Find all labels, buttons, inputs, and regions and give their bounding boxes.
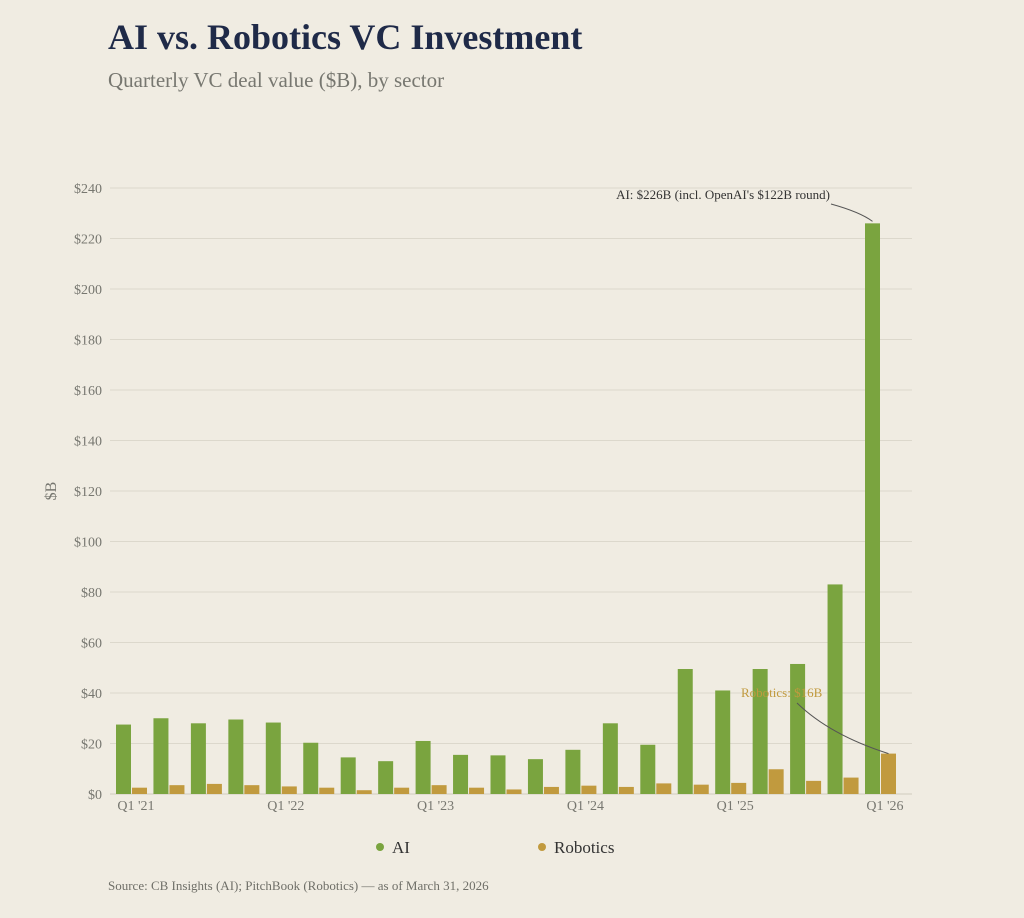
bar-ai-q4-22 [378,761,394,794]
annotations: AI: $226B (incl. OpenAI's $122B round) Ro… [616,187,889,755]
bar-robotics-q1-21 [132,787,147,794]
legend-label-ai: AI [392,838,410,857]
annotation-robotics-pointer [796,702,889,755]
bar-ai-q3-24 [640,744,656,794]
bar-ai-q3-25 [790,663,806,794]
x-tick-label: Q1 '24 [567,799,604,814]
bar-robotics-q3-23 [506,789,522,794]
legend-marker-ai [376,843,384,851]
bar-ai-q1-25 [715,690,731,794]
y-tick-label: $180 [74,334,102,349]
x-tick-label: Q1 '26 [866,799,903,814]
x-tick-label: Q1 '21 [117,799,154,814]
x-tick-label: Q1 '22 [267,799,304,814]
legend-label-robotics: Robotics [554,838,614,857]
bar-ai-q4-21 [228,719,244,794]
bar-robotics-q3-24 [656,783,672,794]
y-tick-label: $100 [74,536,102,551]
bar-ai-q3-21 [190,723,206,794]
bar-ai-q2-23 [453,754,469,794]
bar-robotics-q3-22 [356,790,372,794]
y-tick-label: $60 [81,637,102,652]
bar-ai-q1-24 [565,749,581,794]
bar-robotics-q2-24 [618,786,634,794]
bar-robotics-q1-22 [281,786,297,794]
y-tick-label: $0 [88,788,102,803]
y-tick-label: $240 [74,182,102,197]
bar-ai-q2-21 [153,718,169,794]
y-tick-label: $80 [81,586,102,601]
y-tick-label: $40 [81,687,102,702]
y-axis-label: $B [43,482,60,501]
bar-robotics-q4-23 [543,786,559,794]
y-tick-label: $20 [81,738,102,753]
bar-ai-q1-26 [865,223,880,795]
bar-robotics-q4-22 [394,787,410,794]
bar-ai-q2-22 [303,742,319,794]
y-tick-label: $200 [74,283,102,298]
bar-ai-q3-22 [340,757,356,794]
y-tick-label: $120 [74,485,102,500]
bar-robotics-q3-21 [206,783,222,794]
bar-robotics-q4-25 [843,777,859,794]
bar-robotics-q2-22 [319,787,335,794]
bar-robotics-q1-26 [881,753,896,794]
bar-robotics-q2-21 [169,785,185,794]
y-tick-label: $160 [74,384,102,399]
source-note: Source: CB Insights (AI); PitchBook (Rob… [108,878,489,893]
bar-ai-q4-23 [527,759,543,794]
legend: AI Robotics [376,838,614,857]
bar-robotics-q4-24 [693,784,709,794]
bar-robotics-q4-21 [244,785,260,794]
bars [116,223,896,795]
bar-ai-q4-25 [827,584,843,794]
bar-ai-q3-23 [490,755,506,794]
bar-ai-q4-24 [677,669,693,794]
bar-ai-q1-23 [415,740,431,794]
annotation-ai: AI: $226B (incl. OpenAI's $122B round) [616,187,830,202]
legend-marker-robotics [538,843,546,851]
x-tick-label: Q1 '25 [717,799,754,814]
y-tick-label: $220 [74,233,102,248]
bar-robotics-q1-23 [431,785,447,794]
bar-ai-q1-22 [265,722,281,794]
chart-title: AI vs. Robotics VC Investment [108,17,583,57]
x-tick-label: Q1 '23 [417,799,454,814]
bar-robotics-q1-24 [581,785,597,794]
bar-ai-q1-21 [116,724,131,794]
bar-ai-q2-25 [752,669,768,794]
y-tick-label: $140 [74,435,102,450]
grid-lines [110,187,912,795]
bar-robotics-q2-25 [768,769,784,794]
bar-robotics-q2-23 [469,787,485,794]
bar-robotics-q3-25 [806,780,822,794]
bar-ai-q2-24 [602,723,618,794]
axis-labels: $0 $20 $40 $60 $80 $100 $120 $140 $160 $180 $200 $2… [43,182,904,814]
bar-robotics-q1-25 [731,782,747,794]
chart-subtitle: Quarterly VC deal value ($B), by sector [108,68,445,92]
annotation-ai-pointer [830,203,873,222]
annotation-robotics: Robotics: $16B [741,685,823,700]
